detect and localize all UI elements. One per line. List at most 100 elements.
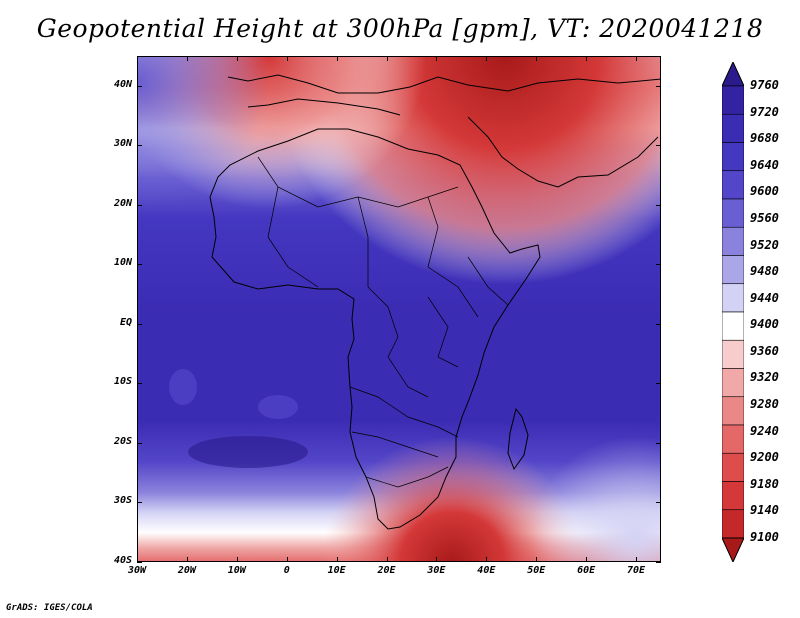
colorbar-label: 9680 xyxy=(750,131,779,146)
colorbar-label: 9560 xyxy=(750,210,779,225)
colorbar-swatch xyxy=(721,226,745,256)
lon-tick-label: 30E xyxy=(427,565,446,576)
lon-tick xyxy=(186,557,188,562)
lat-tick xyxy=(137,442,142,444)
colorbar-label: 9720 xyxy=(750,104,779,119)
colorbar-swatch xyxy=(721,339,745,369)
lat-tick xyxy=(656,562,661,563)
lat-tick xyxy=(656,85,661,87)
colorbar-swatch xyxy=(721,452,745,482)
colorbar xyxy=(721,60,745,567)
colorbar-label: 9240 xyxy=(750,423,779,438)
lon-tick xyxy=(536,56,538,61)
lon-tick xyxy=(286,557,288,562)
lat-tick-label: EQ xyxy=(119,316,132,328)
colorbar-label: 9200 xyxy=(750,450,779,465)
colorbar-label: 9760 xyxy=(750,78,779,92)
lat-tick xyxy=(656,264,661,266)
lat-tick xyxy=(137,323,142,325)
lon-tick xyxy=(386,557,388,562)
colorbar-swatch xyxy=(721,255,745,285)
lon-tick-label: 10E xyxy=(327,565,346,576)
lon-tick xyxy=(236,56,238,61)
lon-tick-label: 50E xyxy=(527,565,546,576)
colorbar-swatch xyxy=(721,368,745,398)
lat-tick xyxy=(656,323,661,325)
lon-tick xyxy=(536,557,538,562)
colorbar-label: 9280 xyxy=(750,397,779,412)
lat-tick xyxy=(137,204,142,206)
lat-tick xyxy=(137,562,142,563)
lon-tick-label: 20W xyxy=(177,565,196,576)
lon-tick xyxy=(436,557,438,562)
lon-tick xyxy=(336,56,338,61)
footer-credit: GrADS: IGES/COLA xyxy=(6,603,93,613)
colorbar-swatch xyxy=(721,198,745,228)
lon-tick-label: 30W xyxy=(127,565,147,576)
lon-tick xyxy=(636,557,638,562)
lat-tick xyxy=(656,442,661,444)
colorbar-arrow-bottom xyxy=(721,537,745,564)
lon-tick xyxy=(386,56,388,61)
geopotential-field xyxy=(138,57,660,561)
chart-title: Geopotential Height at 300hPa [gpm], VT:… xyxy=(36,14,764,43)
lon-tick xyxy=(336,557,338,562)
colorbar-swatch xyxy=(721,85,745,115)
colorbar-swatch xyxy=(721,142,745,172)
lat-tick-label: 30S xyxy=(113,495,132,507)
colorbar-label: 9520 xyxy=(750,237,779,252)
colorbar-label: 9140 xyxy=(750,503,779,518)
lat-tick xyxy=(656,383,661,385)
colorbar-swatch xyxy=(721,396,745,426)
lat-tick xyxy=(137,264,142,266)
lat-tick xyxy=(656,145,661,147)
colorbar-label: 9640 xyxy=(750,157,779,172)
lon-tick xyxy=(236,557,238,562)
lon-tick xyxy=(186,56,188,61)
colorbar-swatches xyxy=(721,60,745,564)
colorbar-swatch xyxy=(721,170,745,200)
colorbar-label: 9360 xyxy=(750,343,779,358)
map-panel xyxy=(137,56,661,562)
colorbar-label: 9400 xyxy=(750,317,779,332)
colorbar-swatch xyxy=(721,509,745,539)
lat-tick xyxy=(137,145,142,147)
lon-tick xyxy=(137,557,138,562)
lon-tick-label: 60E xyxy=(577,565,596,576)
lat-tick xyxy=(656,204,661,206)
colorbar-label: 9440 xyxy=(750,290,779,305)
lon-tick-label: 20E xyxy=(377,565,396,576)
lat-tick-label: 20N xyxy=(113,197,132,209)
lon-tick-label: 70E xyxy=(627,565,646,576)
colorbar-swatch xyxy=(721,113,745,143)
lat-tick-label: 30N xyxy=(113,138,132,150)
lat-tick xyxy=(137,502,142,504)
lon-tick-label: 0 xyxy=(283,565,290,576)
lat-tick-label: 10N xyxy=(113,257,132,269)
colorbar-label: 9320 xyxy=(750,370,779,385)
colorbar-label: 9480 xyxy=(750,264,779,279)
lat-tick xyxy=(137,85,142,87)
colorbar-swatch xyxy=(721,481,745,511)
colorbar-swatch xyxy=(721,283,745,313)
lon-tick xyxy=(586,56,588,61)
colorbar-label: 9100 xyxy=(750,530,779,544)
colorbar-label: 9180 xyxy=(750,476,779,491)
lon-tick xyxy=(486,56,488,61)
lon-tick xyxy=(486,557,488,562)
country-borders xyxy=(257,156,509,488)
lat-tick-label: 20S xyxy=(113,435,132,447)
lat-tick xyxy=(137,383,142,385)
lon-tick xyxy=(636,56,638,61)
lon-tick xyxy=(286,56,288,61)
lon-tick xyxy=(586,557,588,562)
lat-tick xyxy=(656,502,661,504)
lon-tick xyxy=(436,56,438,61)
lat-tick-label: 10S xyxy=(113,376,132,388)
colorbar-swatch xyxy=(721,311,745,341)
lat-tick-label: 40S xyxy=(113,555,132,566)
lon-tick-label: 40E xyxy=(477,565,496,576)
colorbar-swatch xyxy=(721,424,745,454)
lon-tick-label: 10W xyxy=(227,565,246,576)
lon-tick xyxy=(137,56,138,61)
